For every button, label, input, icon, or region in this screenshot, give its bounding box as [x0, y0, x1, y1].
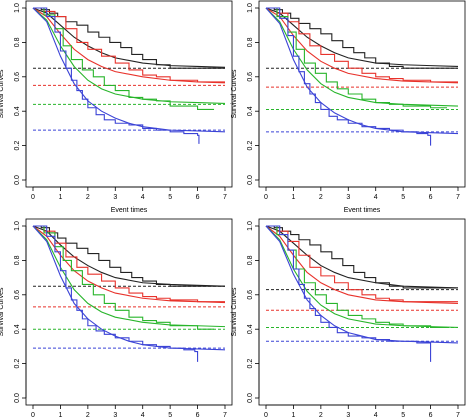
x-tick-label: 7 [223, 412, 227, 419]
y-tick-label: 0.6 [14, 290, 21, 300]
blue-km-step-curve [33, 7, 200, 144]
y-tick-label: 0.6 [247, 72, 254, 82]
x-tick-label: 5 [168, 412, 172, 419]
green-fitted-curve [265, 225, 459, 329]
x-tick-label: 6 [429, 412, 433, 419]
black-km-step-curve [266, 7, 458, 69]
plot-frame [258, 218, 466, 406]
green-fitted-curve [32, 225, 226, 328]
y-tick-label: 0.2 [247, 141, 254, 151]
x-tick-label: 7 [223, 194, 227, 201]
x-tick-label: 3 [113, 412, 117, 419]
y-tick-label: 0.6 [14, 72, 21, 82]
x-tick-label: 2 [319, 194, 323, 201]
y-tick-label: 0.8 [247, 37, 254, 47]
y-tick-label: 0.2 [14, 141, 21, 151]
red-km-step-curve [266, 225, 458, 303]
y-tick-label: 0.0 [247, 175, 254, 185]
x-tick-label: 0 [264, 194, 268, 201]
red-fitted-curve [32, 7, 226, 84]
x-tick-label: 0 [31, 194, 35, 201]
x-tick-label: 5 [401, 412, 405, 419]
y-tick-label: 0.0 [14, 393, 21, 403]
red-km-step-curve [33, 7, 225, 83]
x-tick-label: 5 [401, 194, 405, 201]
green-fitted-curve [265, 7, 459, 107]
chart-panel-top-left: 0 1 2 3 4 5 6 7 0.0 0.2 0.4 0.6 0.8 1.0 Event times Sur… [0, 0, 233, 214]
y-tick-label: 0.4 [14, 324, 21, 334]
x-axis-title: Event times [344, 207, 381, 214]
x-tick-label: 6 [196, 412, 200, 419]
x-tick-label: 1 [291, 412, 295, 419]
red-fitted-curve [32, 225, 226, 304]
green-fitted-curve [32, 7, 226, 105]
y-tick-label: 0.0 [14, 175, 21, 185]
y-tick-label: 0.4 [247, 106, 254, 116]
chart-panel-top-right: 0 1 2 3 4 5 6 7 0.0 0.2 0.4 0.6 0.8 1.0 Event times Sur… [231, 0, 466, 214]
black-km-step-curve [33, 7, 225, 69]
x-tick-label: 1 [291, 194, 295, 201]
x-tick-label: 2 [319, 412, 323, 419]
red-km-step-curve [33, 225, 225, 303]
x-tick-label: 4 [141, 412, 145, 419]
x-tick-label: 4 [374, 194, 378, 201]
blue-km-step-curve [266, 7, 432, 146]
y-tick-label: 0.8 [14, 37, 21, 47]
y-tick-label: 1.0 [14, 221, 21, 231]
red-km-step-curve [266, 7, 458, 83]
y-axis-title: Survival Curves [0, 287, 5, 337]
x-tick-label: 6 [429, 194, 433, 201]
x-tick-label: 6 [196, 194, 200, 201]
black-fitted-curve [32, 225, 226, 287]
x-tick-label: 7 [456, 194, 460, 201]
green-km-step-curve [33, 225, 215, 330]
x-tick-label: 1 [58, 412, 62, 419]
green-km-step-curve [33, 7, 215, 111]
black-fitted-curve [265, 225, 459, 289]
y-tick-label: 0.8 [247, 255, 254, 265]
y-tick-label: 0.2 [14, 359, 21, 369]
y-tick-label: 0.6 [247, 290, 254, 300]
y-tick-label: 1.0 [247, 3, 254, 13]
red-fitted-curve [265, 225, 459, 304]
x-tick-label: 4 [141, 194, 145, 201]
red-fitted-curve [265, 7, 459, 84]
x-tick-label: 3 [346, 194, 350, 201]
y-tick-label: 0.4 [14, 106, 21, 116]
y-tick-label: 0.2 [247, 359, 254, 369]
x-tick-label: 4 [374, 412, 378, 419]
y-tick-label: 0.8 [14, 255, 21, 265]
x-tick-label: 7 [456, 412, 460, 419]
y-axis-title: Survival Curves [0, 69, 5, 119]
y-tick-label: 0.0 [247, 393, 254, 403]
y-tick-label: 1.0 [14, 3, 21, 13]
x-axis-title: Event times [111, 207, 148, 214]
x-tick-label: 1 [58, 194, 62, 201]
y-axis-title: Survival Curves [231, 287, 238, 337]
x-tick-label: 5 [168, 194, 172, 201]
x-tick-label: 3 [346, 412, 350, 419]
x-tick-label: 0 [264, 412, 268, 419]
x-tick-label: 2 [86, 194, 90, 201]
y-tick-label: 1.0 [247, 221, 254, 231]
x-tick-label: 2 [86, 412, 90, 419]
x-tick-label: 3 [113, 194, 117, 201]
y-axis-title: Survival Curves [231, 69, 238, 119]
x-tick-label: 0 [31, 412, 35, 419]
black-fitted-curve [265, 7, 459, 68]
y-tick-label: 0.4 [247, 324, 254, 334]
